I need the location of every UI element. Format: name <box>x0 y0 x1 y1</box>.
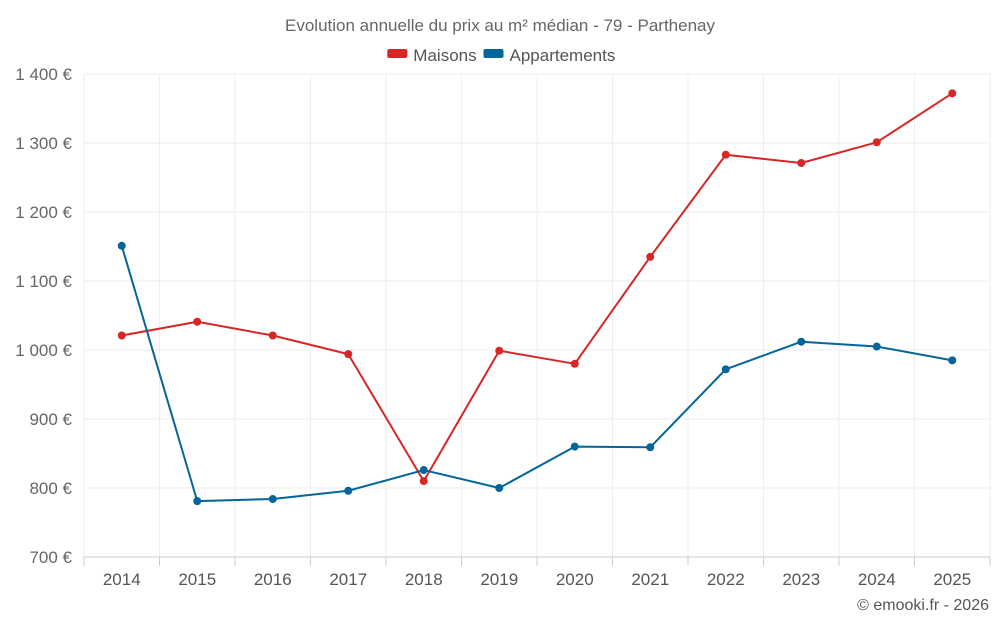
y-tick-label: 1 100 € <box>15 272 72 291</box>
x-tick-label: 2014 <box>103 570 141 589</box>
x-tick-label: 2023 <box>782 570 820 589</box>
x-tick-label: 2016 <box>254 570 292 589</box>
grid <box>83 73 991 557</box>
data-point-maisons[interactable] <box>495 346 504 355</box>
data-point-maisons[interactable] <box>570 359 579 368</box>
x-tick-label: 2021 <box>631 570 669 589</box>
data-point-maisons[interactable] <box>646 252 655 261</box>
y-tick-label: 900 € <box>29 410 72 429</box>
data-point-appartements[interactable] <box>344 486 353 495</box>
y-tick-label: 1 300 € <box>15 134 72 153</box>
data-point-maisons[interactable] <box>948 89 957 98</box>
legend-item-maisons[interactable]: Maisons <box>387 46 477 65</box>
x-tick-label: 2018 <box>405 570 443 589</box>
series-line-maisons <box>121 92 953 483</box>
credit-text: © emooki.fr - 2026 <box>857 597 989 614</box>
y-tick-label: 700 € <box>29 548 72 567</box>
chart-title: Evolution annuelle du prix au m² médian … <box>285 16 715 35</box>
x-tick-label: 2015 <box>178 570 216 589</box>
data-point-appartements[interactable] <box>570 442 579 451</box>
legend: Maisons Appartements <box>387 46 615 65</box>
axes: 700 € 800 € 900 € 1 000 € 1 100 € 1 200 € 1 30… <box>15 65 991 589</box>
legend-swatch <box>387 49 408 58</box>
data-point-appartements[interactable] <box>193 497 202 506</box>
data-point-appartements[interactable] <box>948 356 957 365</box>
y-tick-label: 1 000 € <box>15 341 72 360</box>
data-point-maisons[interactable] <box>419 477 428 486</box>
data-point-maisons[interactable] <box>721 150 730 159</box>
legend-label: Appartements <box>510 46 616 65</box>
x-tick-label: 2017 <box>329 570 367 589</box>
data-point-appartements[interactable] <box>495 484 504 492</box>
data-point-appartements[interactable] <box>721 365 730 374</box>
y-tick-label: 1 400 € <box>15 65 72 84</box>
legend-item-appartements[interactable]: Appartements <box>483 46 616 65</box>
x-tick-label: 2024 <box>858 570 896 589</box>
legend-label: Maisons <box>413 46 476 65</box>
series-group <box>117 89 957 506</box>
data-point-appartements[interactable] <box>797 337 806 346</box>
data-point-appartements[interactable] <box>872 342 881 351</box>
data-point-maisons[interactable] <box>872 138 881 147</box>
x-tick-label: 2022 <box>707 570 745 589</box>
y-tick-label: 1 200 € <box>15 203 72 222</box>
data-point-maisons[interactable] <box>344 350 353 359</box>
data-point-maisons[interactable] <box>193 317 202 326</box>
y-tick-label: 800 € <box>29 479 72 498</box>
x-tick-label: 2019 <box>480 570 518 589</box>
series-line-appartements <box>120 245 953 503</box>
data-point-maisons[interactable] <box>797 159 806 168</box>
legend-swatch <box>483 49 504 58</box>
data-point-maisons[interactable] <box>117 331 126 340</box>
x-tick-label: 2025 <box>933 570 971 589</box>
data-point-maisons[interactable] <box>268 331 277 340</box>
data-point-appartements[interactable] <box>646 443 655 452</box>
data-point-appartements[interactable] <box>268 495 277 504</box>
x-tick-label: 2020 <box>556 570 594 589</box>
data-point-appartements[interactable] <box>117 241 126 250</box>
data-point-appartements[interactable] <box>419 466 428 475</box>
